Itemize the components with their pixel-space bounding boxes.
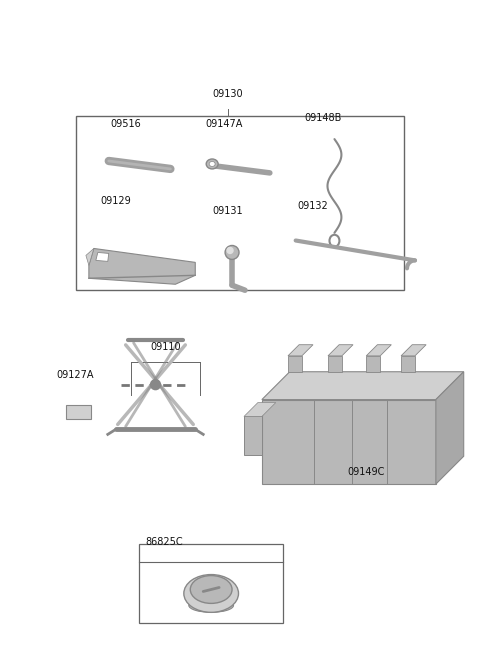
Polygon shape: [401, 356, 415, 372]
Polygon shape: [366, 344, 391, 356]
Polygon shape: [89, 249, 195, 284]
Circle shape: [227, 247, 233, 253]
Polygon shape: [328, 344, 353, 356]
Polygon shape: [66, 405, 91, 419]
Polygon shape: [244, 417, 262, 455]
Polygon shape: [244, 403, 276, 417]
Polygon shape: [288, 356, 302, 372]
Polygon shape: [328, 356, 342, 372]
Polygon shape: [96, 253, 109, 261]
Text: 09149C: 09149C: [348, 467, 385, 477]
Ellipse shape: [189, 598, 234, 612]
Polygon shape: [86, 249, 94, 266]
Text: 09130: 09130: [213, 89, 243, 99]
Bar: [76, 116, 404, 290]
Bar: [139, 544, 283, 623]
Circle shape: [151, 380, 160, 390]
Ellipse shape: [190, 575, 232, 604]
Text: 09516: 09516: [111, 119, 142, 129]
Polygon shape: [436, 372, 464, 484]
Text: 86825C: 86825C: [145, 537, 183, 546]
Ellipse shape: [206, 159, 218, 169]
Text: 09132: 09132: [298, 201, 328, 211]
Text: 09127A: 09127A: [56, 370, 94, 380]
Text: 09147A: 09147A: [205, 119, 242, 129]
Text: 09129: 09129: [101, 195, 132, 206]
Text: 09131: 09131: [212, 205, 243, 216]
Circle shape: [225, 245, 239, 259]
Ellipse shape: [184, 575, 239, 612]
Ellipse shape: [209, 161, 215, 167]
Polygon shape: [262, 400, 436, 484]
Polygon shape: [401, 344, 426, 356]
Text: 09148B: 09148B: [305, 113, 342, 123]
Polygon shape: [262, 372, 464, 400]
Polygon shape: [366, 356, 380, 372]
Polygon shape: [288, 344, 313, 356]
Text: 09110: 09110: [150, 342, 181, 352]
